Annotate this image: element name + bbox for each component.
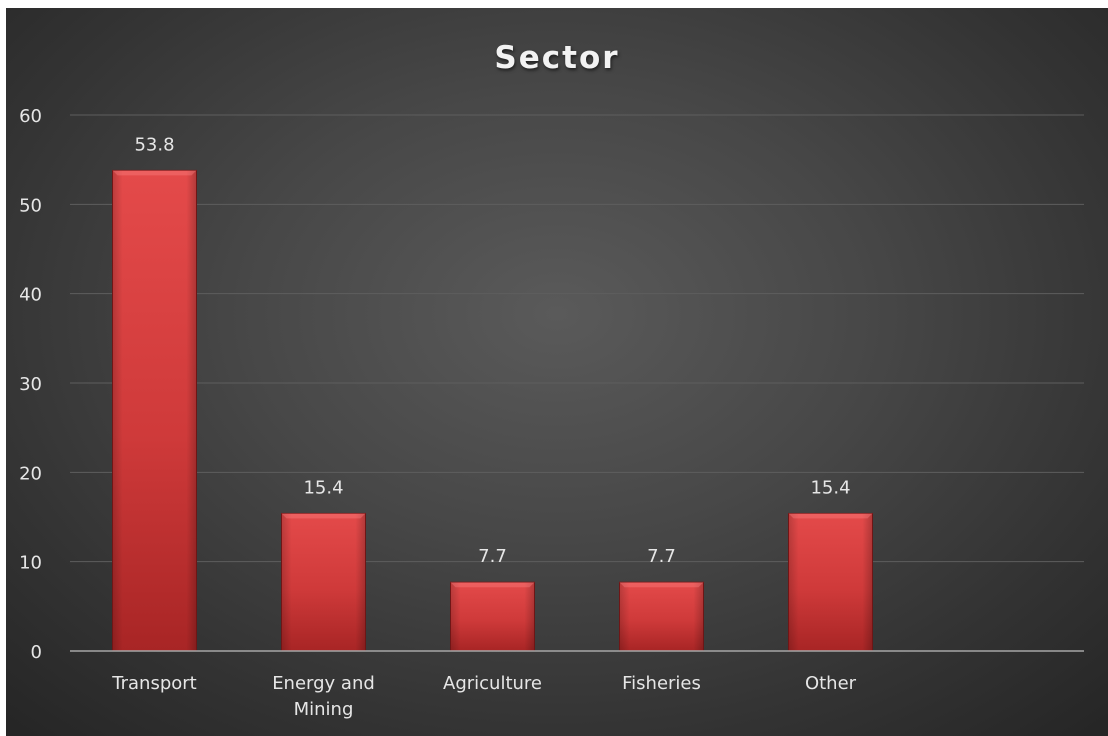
data-label: 7.7	[478, 546, 507, 567]
x-tick-label: Other	[805, 673, 857, 694]
bar-bevel	[450, 582, 535, 588]
bar-shade	[112, 170, 197, 652]
gridlines	[70, 114, 1084, 563]
y-tick-label: 0	[31, 642, 42, 663]
bar-bevel	[281, 513, 366, 519]
bar-bevel	[788, 513, 873, 519]
x-tick-label: Agriculture	[443, 673, 542, 694]
y-tick-label: 50	[19, 195, 42, 216]
y-tick-label: 60	[19, 106, 42, 127]
data-label: 15.4	[303, 477, 343, 498]
bar-shade	[450, 582, 535, 651]
x-tick-label: Fisheries	[622, 673, 701, 694]
chart-area: Sector 0 10 20 30 40 50 60 53.8 Transport 15.4 Ene…	[6, 8, 1108, 736]
bar-chart: 0 10 20 30 40 50 60 53.8 Transport 15.4 Energy and…	[19, 106, 1084, 720]
bars	[112, 169, 873, 652]
data-label: 53.8	[134, 134, 174, 155]
x-tick-label: Transport	[111, 673, 196, 694]
bar-shade	[788, 513, 873, 651]
bar-shade	[619, 582, 704, 651]
y-tick-label: 10	[19, 553, 42, 574]
x-tick-label: Mining	[294, 699, 354, 720]
bar-bevel	[112, 170, 197, 176]
bar-bevel	[619, 582, 704, 588]
y-tick-label: 30	[19, 374, 42, 395]
x-tick-label: Energy and	[272, 673, 375, 694]
y-tick-label: 20	[19, 463, 42, 484]
data-label: 15.4	[810, 477, 850, 498]
data-label: 7.7	[647, 546, 676, 567]
bar-shade	[281, 513, 366, 651]
y-tick-label: 40	[19, 285, 42, 306]
labels: 0 10 20 30 40 50 60 53.8 Transport 15.4 Energy and…	[19, 106, 857, 720]
chart-title: Sector	[494, 40, 620, 76]
